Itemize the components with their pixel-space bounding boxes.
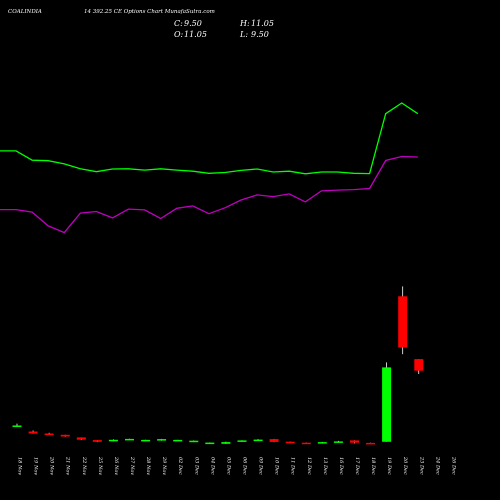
candle-down	[44, 433, 54, 435]
candle-up	[157, 439, 167, 441]
date-tick-label: 10 Dec	[274, 457, 280, 475]
date-tick-label: 12 Dec	[306, 457, 312, 475]
candle-up	[189, 440, 199, 443]
candle-down	[350, 440, 359, 443]
date-tick-label: 18 Nov	[17, 457, 23, 475]
date-tick-label: 06 Dec	[242, 457, 248, 475]
high-value: 11.05	[251, 19, 274, 28]
candle-up	[205, 442, 215, 445]
candle-up	[108, 439, 118, 442]
candle-up	[221, 442, 231, 444]
date-tick-label: 28 Nov	[145, 456, 151, 475]
candle-up	[237, 440, 247, 442]
candle-down	[76, 437, 86, 440]
candle-up	[12, 425, 22, 427]
date-tick-label: 27 Nov	[129, 456, 135, 475]
candle-down	[60, 434, 70, 437]
date-tick-label: 18 Dec	[370, 457, 376, 475]
date-tick-label: 26 Nov	[113, 456, 119, 475]
date-tick-label: 04 Dec	[209, 457, 215, 475]
close-label: C:	[174, 19, 183, 28]
open-value: 11.05	[184, 30, 207, 39]
x-axis-ticks: 18 Nov 19 Nov 20 Nov 21 Nov 22 Nov 25 Nov 26 N…	[17, 456, 457, 475]
candle-up	[333, 441, 343, 443]
candles	[12, 286, 424, 445]
date-tick-label: 22 Nov	[81, 456, 87, 475]
candle-down	[269, 439, 279, 442]
candle-up	[173, 439, 183, 442]
candle-down	[414, 359, 424, 371]
date-tick-label: 13 Dec	[322, 457, 328, 475]
open-label: O:	[174, 30, 184, 39]
candle-up	[141, 439, 151, 442]
candle-up	[317, 442, 327, 444]
date-tick-label: 20 Nov	[49, 456, 55, 475]
symbol-label: COALINDIA	[8, 9, 42, 15]
date-tick-label: 11 Dec	[290, 457, 296, 475]
date-tick-label: 26 Dec	[450, 456, 456, 475]
indicator-line-1	[0, 102, 419, 175]
date-tick-label: 16 Dec	[338, 457, 344, 475]
low-label: L:	[239, 30, 248, 39]
date-tick-label: 05 Dec	[225, 457, 231, 475]
date-tick-label: 23 Dec	[418, 456, 424, 475]
close-value: 9.50	[184, 19, 202, 28]
date-tick-label: 19 Dec	[386, 457, 392, 475]
chart-title: 14 392.25 CE Options Chart MunafaSutra.c…	[84, 9, 215, 15]
date-tick-label: 19 Nov	[33, 457, 39, 475]
date-tick-label: 25 Nov	[97, 456, 103, 475]
high-label: H:	[239, 19, 250, 28]
candle-down	[366, 442, 375, 445]
candle-down	[28, 431, 38, 434]
date-tick-label: 09 Dec	[258, 457, 264, 475]
candle-down	[92, 440, 102, 442]
date-tick-label: 17 Dec	[354, 457, 360, 475]
indicator-lines	[0, 102, 419, 234]
candle-up	[382, 367, 392, 442]
candle-down	[398, 296, 408, 348]
date-tick-label: 24 Dec	[434, 456, 440, 475]
low-value: 9.50	[251, 30, 269, 39]
date-tick-label: 29 Nov	[161, 456, 167, 475]
indicator-line-2	[0, 155, 418, 234]
candle-down	[301, 442, 311, 445]
date-tick-label: 20 Dec	[402, 456, 408, 475]
date-tick-label: 21 Nov	[65, 456, 71, 475]
candle-up	[125, 438, 134, 441]
date-tick-label: 03 Dec	[193, 457, 199, 475]
candle-down	[285, 441, 295, 444]
date-tick-label: 02 Dec	[177, 457, 183, 475]
candle-up	[253, 439, 263, 442]
